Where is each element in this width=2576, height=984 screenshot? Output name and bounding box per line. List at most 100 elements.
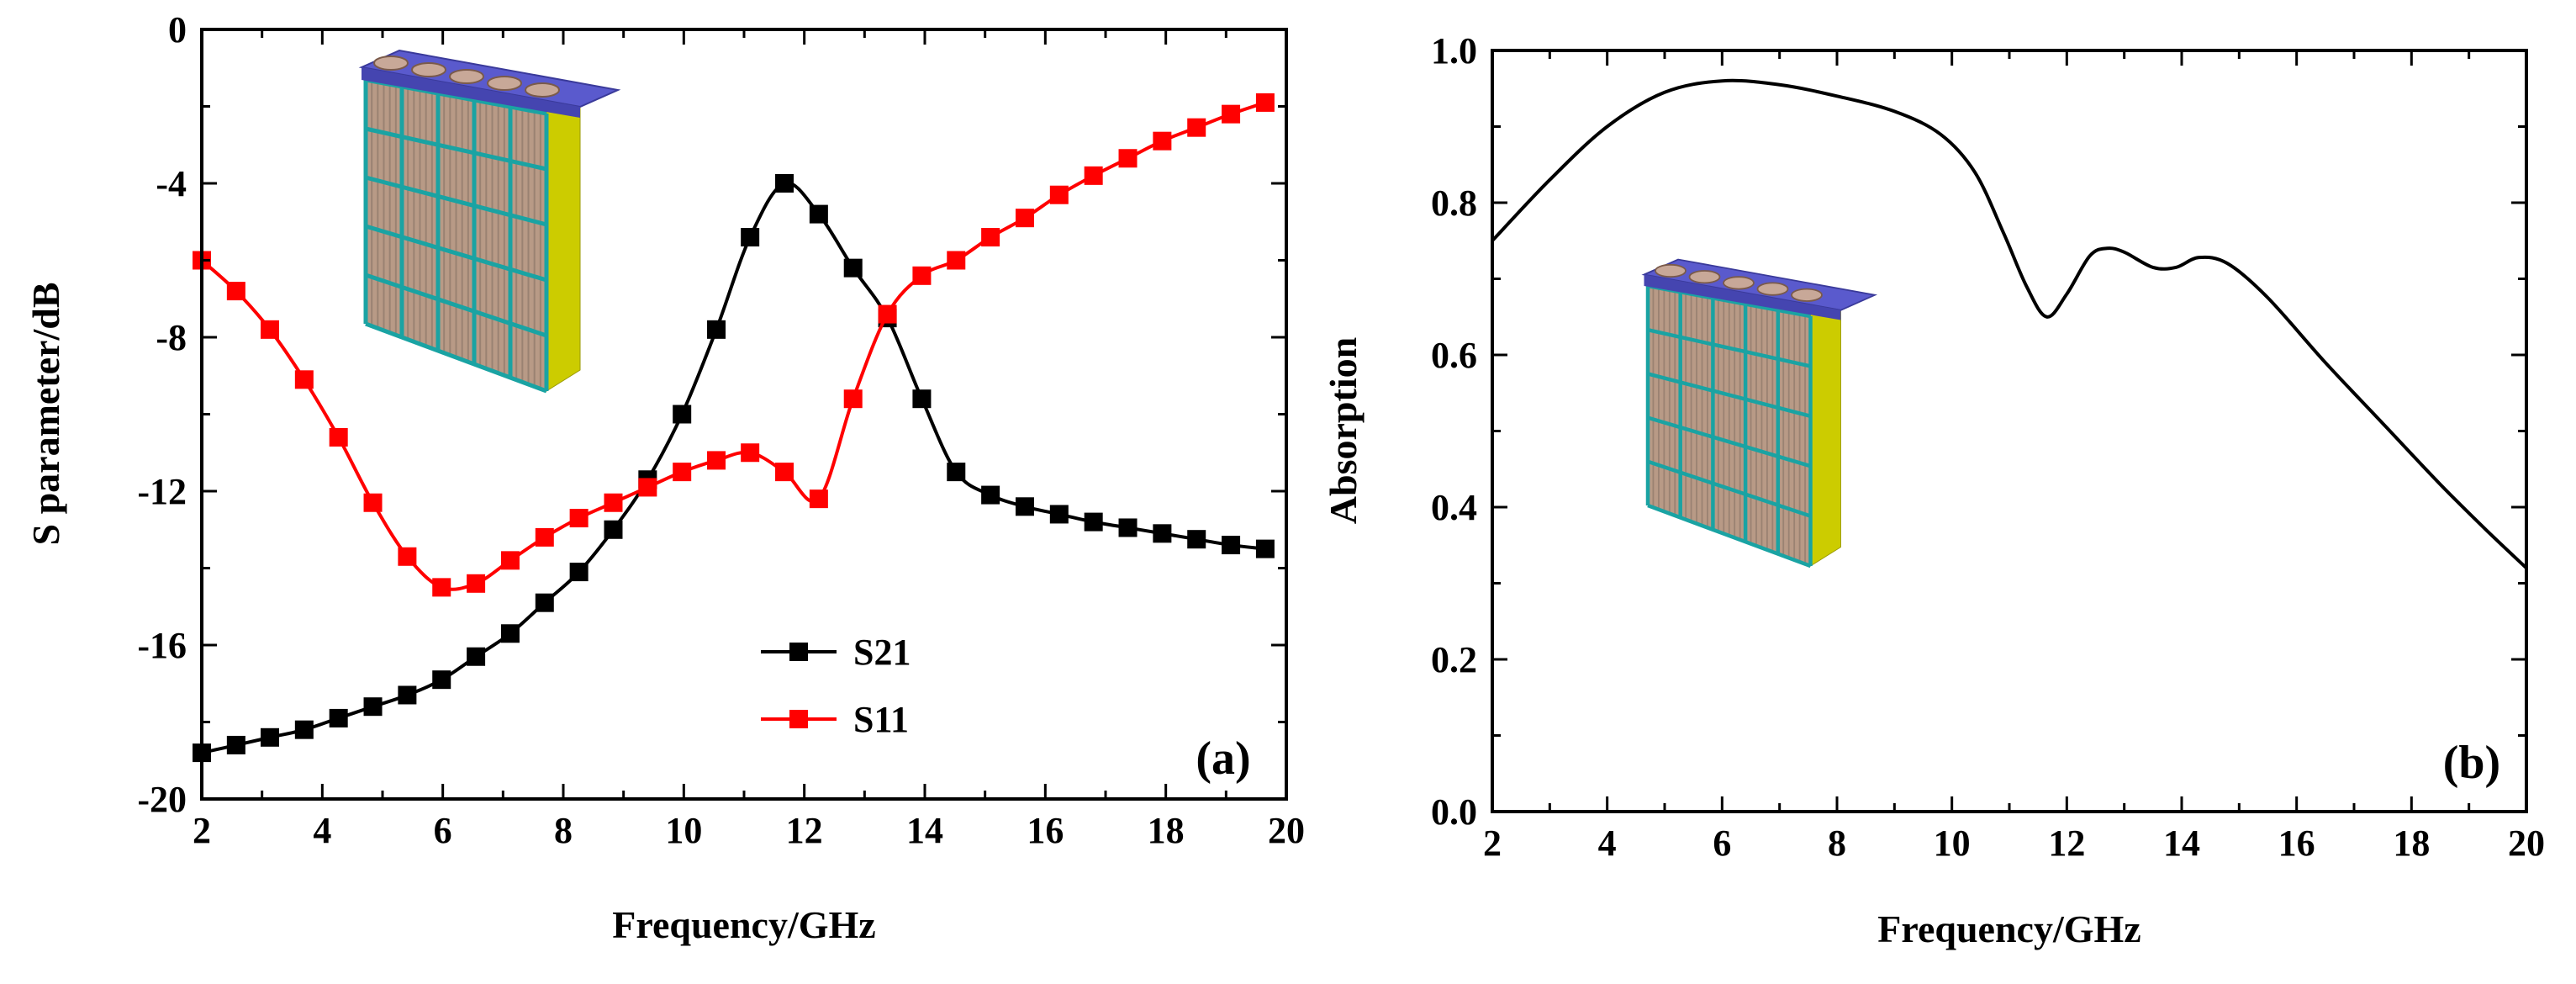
- y-tick-label: 0.8: [1431, 183, 1477, 224]
- series-line-s11: [200, 101, 1266, 591]
- data-point-s21: [912, 389, 932, 409]
- unit-cell-inset-a: [358, 49, 621, 394]
- y-tick-label: -8: [156, 317, 187, 358]
- y-tick-label: 0.2: [1431, 639, 1477, 680]
- x-tick-label: 16: [2278, 823, 2315, 864]
- data-point-s21: [604, 520, 623, 539]
- data-point-s11: [673, 463, 692, 482]
- data-point-s11: [294, 370, 314, 389]
- x-tick-label: 18: [1148, 810, 1185, 851]
- panel-a-chart: 2 4 6 8 10 12 14 16 18 20 -20 -16 -12 -8 -4 0 Frequenc…: [24, 9, 1305, 946]
- x-tick-label: 2: [193, 810, 211, 851]
- y-axis-ticks-b: 0.0 0.2 0.4 0.6 0.8 1.0: [1431, 30, 2526, 833]
- data-point-s11: [947, 251, 966, 270]
- x-tick-label: 4: [313, 810, 331, 851]
- data-point-s11: [638, 478, 657, 497]
- inset-grid-line: [365, 175, 547, 227]
- data-point-s11: [741, 443, 760, 463]
- inset-grid-line: [365, 126, 547, 172]
- legend-label-s11: S11: [853, 699, 909, 740]
- inset-grid-line: [365, 321, 547, 394]
- inset-grid-line: [1647, 503, 1812, 569]
- y-tick-label: 0: [168, 9, 187, 50]
- x-tick-label: 8: [1828, 823, 1846, 864]
- inset-cylinder: [487, 76, 522, 91]
- data-point-s21: [981, 485, 1000, 505]
- data-point-s21: [775, 174, 794, 193]
- x-axis-title-b: Frequency/GHz: [1877, 907, 2141, 950]
- data-point-s21: [1084, 512, 1103, 532]
- data-point-s11: [843, 389, 863, 409]
- legend-label-s21: S21: [853, 632, 911, 673]
- data-point-s11: [1187, 118, 1206, 137]
- series-s11: [193, 93, 1275, 597]
- data-point-s11: [707, 451, 726, 470]
- x-tick-label: 10: [665, 810, 702, 851]
- data-point-s21: [843, 258, 863, 278]
- data-point-s11: [535, 527, 554, 547]
- data-point-s11: [775, 463, 794, 482]
- inset-cylinder: [1688, 270, 1721, 284]
- x-tick-label: 18: [2393, 823, 2430, 864]
- x-tick-label: 2: [1483, 823, 1502, 864]
- x-tick-label: 6: [1713, 823, 1731, 864]
- data-point-s21: [1015, 497, 1034, 516]
- data-point-s11: [329, 427, 348, 447]
- data-point-s21: [432, 670, 451, 690]
- data-point-s21: [1118, 518, 1138, 537]
- data-point-s21: [947, 463, 966, 482]
- data-point-s21: [741, 228, 760, 247]
- inset-cylinder: [525, 82, 560, 98]
- y-tick-label: -20: [137, 779, 187, 820]
- data-point-s11: [1222, 104, 1241, 124]
- unit-cell-inset-b: [1641, 258, 1878, 569]
- inset-cylinder: [1655, 263, 1687, 278]
- inset-side-face: [1810, 300, 1841, 567]
- inset-top-bar-front: [362, 67, 580, 118]
- data-point-s21: [500, 624, 520, 643]
- data-point-s21: [363, 697, 383, 717]
- data-point-s11: [398, 547, 417, 566]
- y-axis-ticks-a: -20 -16 -12 -8 -4 0: [137, 9, 1286, 820]
- data-point-s11: [1084, 166, 1103, 185]
- x-tick-label: 14: [2163, 823, 2200, 864]
- inset-side-face: [546, 96, 581, 392]
- inset-grid-line: [1647, 372, 1812, 418]
- data-point-s11: [1255, 93, 1275, 112]
- y-axis-title-a: S parameter/dB: [24, 282, 67, 545]
- y-tick-label: 0.6: [1431, 335, 1477, 376]
- data-point-s21: [329, 708, 348, 727]
- x-tick-label: 20: [2508, 823, 2545, 864]
- y-tick-label: -16: [137, 625, 187, 666]
- y-tick-label: 0.0: [1431, 791, 1477, 833]
- data-point-s11: [226, 282, 245, 301]
- data-point-s11: [500, 551, 520, 570]
- x-tick-label: 20: [1268, 810, 1305, 851]
- x-axis-ticks-b: 2 4 6 8 10 12 14 16 18 20: [1483, 50, 2545, 864]
- data-point-s11: [363, 493, 383, 512]
- x-tick-label: 12: [2048, 823, 2085, 864]
- data-point-s11: [878, 304, 897, 324]
- x-tick-label: 8: [554, 810, 573, 851]
- legend-a: S21 S11: [761, 632, 911, 740]
- y-tick-label: -4: [156, 163, 187, 204]
- x-axis-ticks-a: 2 4 6 8 10 12 14 16 18 20: [193, 29, 1305, 851]
- data-point-s21: [569, 563, 589, 582]
- x-tick-label: 4: [1598, 823, 1617, 864]
- x-axis-title-a: Frequency/GHz: [612, 903, 875, 946]
- data-point-s11: [1153, 131, 1172, 151]
- y-tick-label: 0.4: [1431, 487, 1477, 528]
- series-absorption: [1491, 78, 2528, 569]
- data-point-s21: [1187, 530, 1206, 549]
- y-axis-title-b: Absorption: [1322, 337, 1365, 524]
- series-line-s21: [201, 181, 1266, 755]
- inset-cylinder: [373, 56, 409, 71]
- data-point-s11: [1015, 209, 1034, 228]
- data-point-s11: [809, 489, 828, 509]
- data-point-s21: [1153, 524, 1172, 543]
- inset-cylinder: [411, 62, 446, 77]
- data-point-s21: [809, 204, 828, 224]
- data-point-s21: [707, 320, 726, 339]
- data-point-s21: [535, 593, 554, 612]
- inset-cylinder: [1723, 276, 1755, 290]
